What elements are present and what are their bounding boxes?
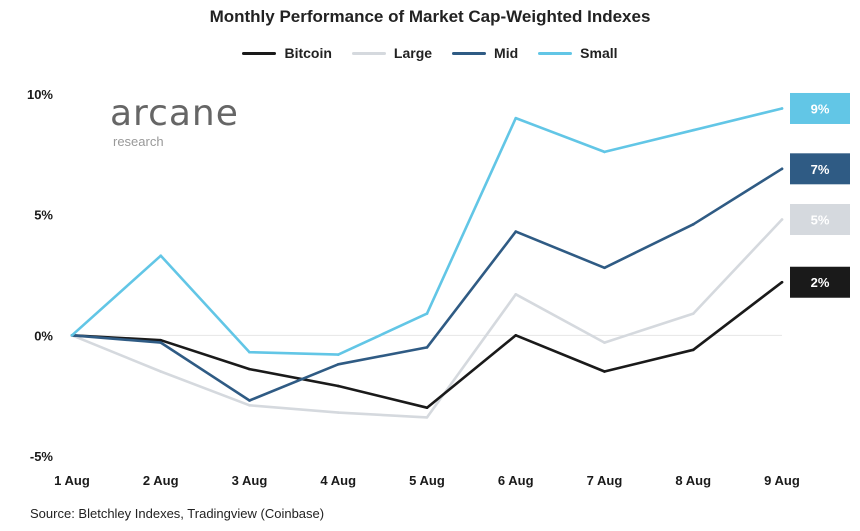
x-tick-label: 5 Aug [409, 473, 445, 488]
series-line-large [70, 218, 784, 419]
legend-swatch-mid [452, 51, 487, 55]
legend-item-small: Small [538, 45, 618, 61]
data-point-mid [159, 341, 163, 344]
data-point-small [248, 350, 251, 354]
x-tick-label: 1 Aug [54, 473, 90, 488]
data-point-small [159, 254, 163, 257]
x-tick-label: 7 Aug [587, 473, 623, 488]
data-point-large [603, 341, 606, 344]
data-point-bitcoin [780, 280, 784, 284]
data-point-small [514, 116, 518, 120]
data-point-large [248, 404, 251, 407]
data-point-bitcoin [691, 348, 695, 352]
data-point-mid [514, 230, 518, 233]
legend-label-bitcoin: Bitcoin [284, 45, 332, 61]
data-point-mid [336, 362, 340, 366]
legend-label-mid: Mid [494, 45, 519, 61]
legend-label-large: Large [393, 45, 433, 61]
brand-subtitle: research [113, 134, 164, 149]
end-label-badge-large [790, 203, 850, 235]
data-point-small [780, 107, 784, 110]
legend-item-mid: Mid [452, 45, 518, 61]
data-point-small [70, 334, 74, 337]
data-point-bitcoin [159, 338, 163, 342]
legend-swatch-bitcoin [242, 51, 277, 55]
chart-legend: Bitcoin Large Mid Small [0, 45, 860, 61]
x-tick-label: 2 Aug [143, 473, 179, 488]
series-line-bitcoin [70, 280, 784, 410]
brand-name: arcane [110, 93, 239, 134]
data-point-mid [780, 167, 784, 171]
data-point-small [603, 150, 606, 154]
end-label-small: 9% [811, 101, 830, 116]
data-point-bitcoin [425, 406, 429, 410]
source-note: Source: Bletchley Indexes, Tradingview (… [30, 506, 325, 521]
data-point-mid [425, 346, 429, 349]
data-point-large [780, 218, 784, 221]
end-label-badge-mid [790, 153, 850, 185]
x-tick-label: 8 Aug [675, 473, 711, 488]
data-point-large [159, 370, 163, 373]
data-point-mid [248, 399, 251, 402]
legend-item-large: Large [351, 45, 433, 61]
legend-item-bitcoin: Bitcoin [242, 45, 332, 61]
data-point-mid [603, 266, 606, 270]
data-point-small [425, 312, 429, 315]
end-label-large: 5% [811, 212, 830, 227]
legend-swatch-large [351, 51, 386, 55]
brand-logo: arcane research [110, 93, 239, 150]
data-point-small [336, 353, 340, 356]
data-point-bitcoin [336, 384, 340, 388]
legend-label-small: Small [580, 45, 618, 61]
legend-swatch-small [538, 51, 573, 55]
data-point-large [425, 416, 429, 419]
data-point-mid [691, 223, 695, 226]
data-point-bitcoin [603, 370, 606, 373]
x-tick-label: 9 Aug [764, 473, 800, 488]
end-label-badge-small [790, 92, 850, 124]
data-point-bitcoin [514, 334, 518, 337]
data-point-large [514, 293, 518, 296]
x-tick-label: 3 Aug [232, 473, 268, 488]
y-tick-label: 5% [34, 208, 53, 223]
end-label-bitcoin: 2% [811, 275, 830, 290]
y-tick-label: 0% [34, 328, 53, 343]
x-tick-label: 6 Aug [498, 473, 534, 488]
data-point-large [336, 411, 340, 414]
data-point-bitcoin [248, 367, 251, 371]
chart-title: Monthly Performance of Market Cap-Weight… [209, 7, 651, 26]
x-tick-label: 4 Aug [320, 473, 356, 488]
y-tick-label: -5% [30, 449, 54, 464]
y-tick-label: 10% [27, 87, 53, 102]
data-point-large [691, 312, 695, 315]
end-label-mid: 7% [811, 162, 830, 177]
series-line-mid [70, 167, 784, 402]
end-label-badge-bitcoin [790, 266, 850, 298]
data-point-small [691, 128, 695, 132]
